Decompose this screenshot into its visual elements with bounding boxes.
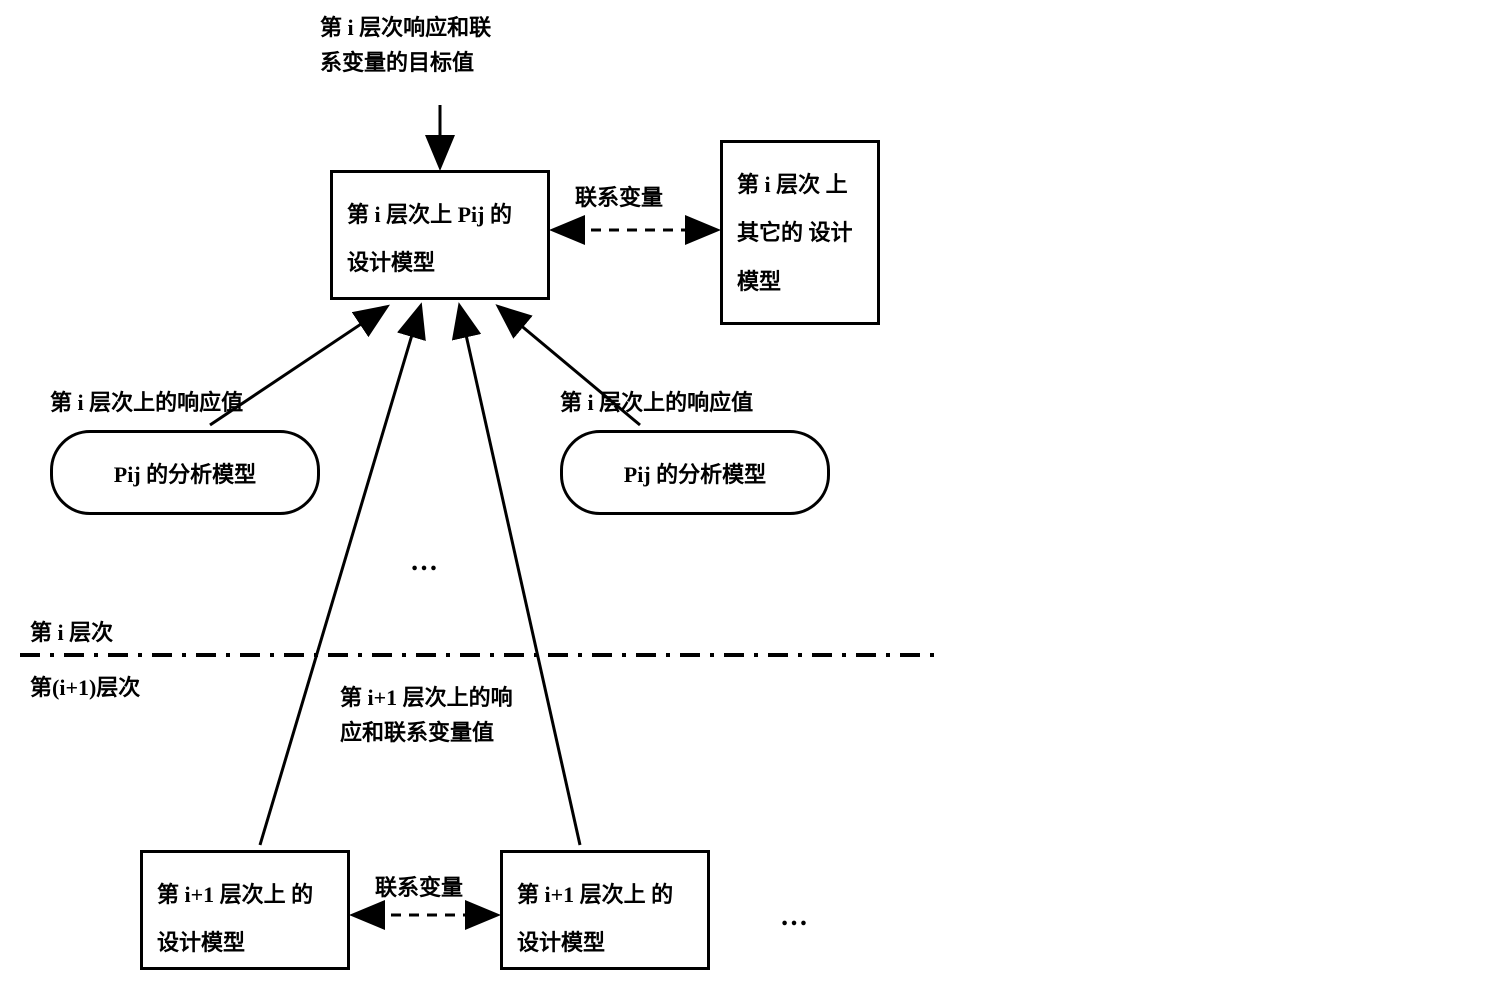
response-left-label: 第 i 层次上的响应值 [50,385,243,420]
analysis-right-node: Pij 的分析模型 [560,430,830,515]
pij-design-text: 第 i 层次上 Pij 的设计模型 [347,202,512,275]
pij-design-node: 第 i 层次上 Pij 的设计模型 [330,170,550,300]
other-design-node: 第 i 层次 上其它的 设计模型 [720,140,880,325]
analysis-left-node: Pij 的分析模型 [50,430,320,515]
top-title-label: 第 i 层次响应和联 系变量的目标值 [320,10,600,80]
analysis-right-text: Pij 的分析模型 [624,457,766,489]
response-right-label: 第 i 层次上的响应值 [560,385,753,420]
analysis-left-text: Pij 的分析模型 [114,457,256,489]
design-i1-right-node: 第 i+1 层次上 的设计模型 [500,850,710,970]
middle-description-label: 第 i+1 层次上的响 应和联系变量值 [340,680,620,750]
other-design-text: 第 i 层次 上其它的 设计模型 [737,172,853,294]
layer-i1-label: 第(i+1)层次 [30,670,140,705]
ellipsis-right: … [780,895,808,940]
link-variable-bottom-label: 联系变量 [375,870,463,905]
link-variable-top-label: 联系变量 [575,180,663,215]
design-i1-left-text: 第 i+1 层次上 的设计模型 [157,882,313,955]
design-i1-right-text: 第 i+1 层次上 的设计模型 [517,882,673,955]
design-i1-left-node: 第 i+1 层次上 的设计模型 [140,850,350,970]
ellipsis-middle: … [410,540,438,585]
layer-i-label: 第 i 层次 [30,615,113,650]
